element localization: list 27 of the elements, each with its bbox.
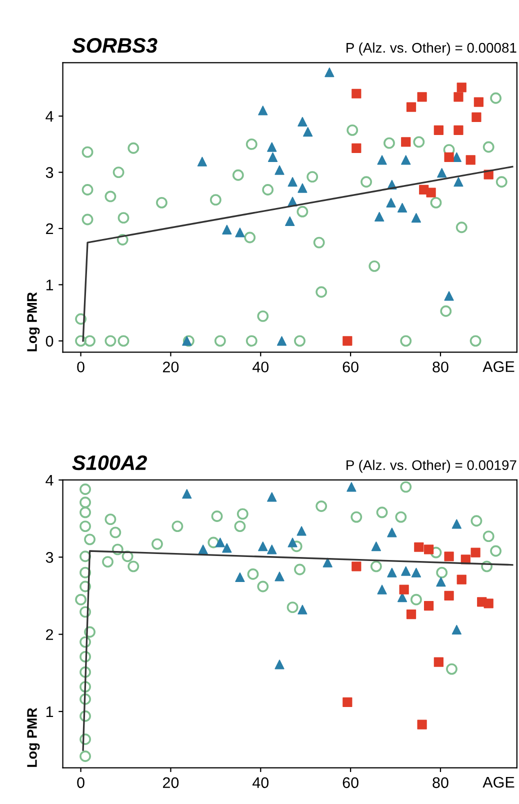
- y-tick-label: 2: [46, 223, 54, 234]
- x-tick-label: 20: [162, 362, 179, 372]
- chart-subtitle: P (Alz. vs. Other) = 0.00081: [346, 42, 516, 56]
- x-tick-label: 40: [252, 777, 269, 788]
- chart-title: S100A2: [72, 455, 147, 470]
- x-tick-label: 0: [77, 777, 84, 788]
- y-tick-label: 0: [46, 336, 54, 347]
- x-tick-label: 20: [162, 777, 179, 788]
- y-axis-title: Log PMR: [27, 708, 40, 767]
- x-tick-label: 0: [77, 362, 84, 372]
- y-tick-label: 3: [46, 167, 54, 178]
- y-axis-title: Log PMR: [27, 292, 40, 352]
- x-tick-label: 60: [342, 362, 358, 372]
- y-tick-label: 2: [46, 629, 54, 640]
- y-tick-label: 4: [46, 111, 54, 122]
- y-tick-label: 4: [46, 475, 54, 486]
- y-tick-label: 1: [46, 280, 54, 290]
- chart-title: SORBS3: [72, 38, 158, 53]
- y-tick-label: 3: [46, 552, 54, 563]
- x-tick-label: 80: [432, 362, 448, 372]
- x-axis-title: AGE: [482, 776, 514, 788]
- x-tick-label: 80: [432, 777, 448, 788]
- x-axis-title: AGE: [482, 361, 514, 372]
- x-tick-label: 40: [252, 362, 269, 372]
- y-tick-label: 1: [46, 706, 54, 718]
- x-tick-label: 60: [342, 777, 358, 788]
- chart-subtitle: P (Alz. vs. Other) = 0.00197: [346, 460, 516, 473]
